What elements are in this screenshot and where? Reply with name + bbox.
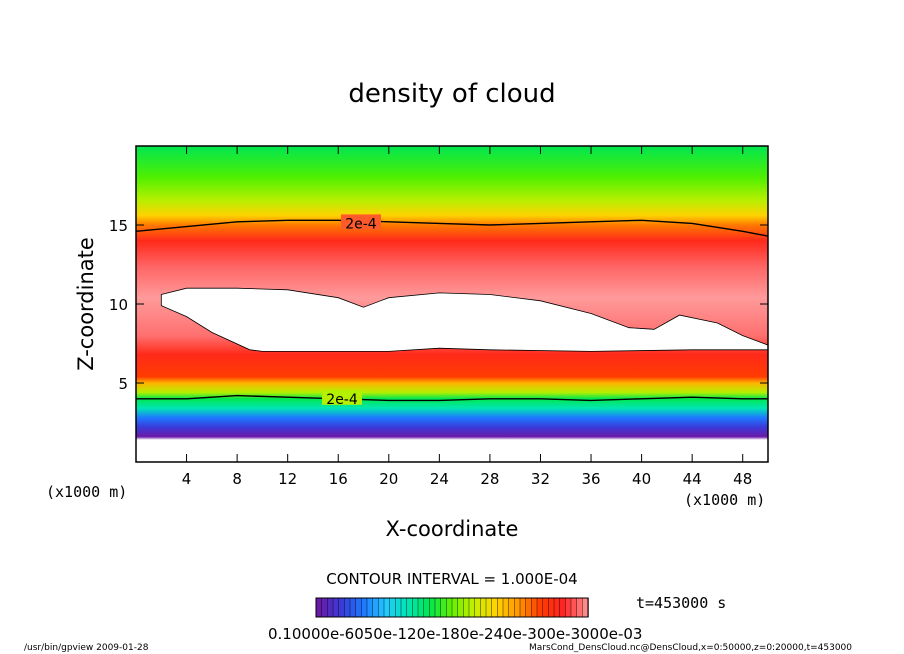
colorbar-frame xyxy=(315,597,589,618)
colorbar-band xyxy=(349,597,357,618)
colorbar-band xyxy=(338,597,346,618)
colorbar-band xyxy=(474,597,482,618)
colorbar-band xyxy=(344,597,351,618)
colorbar-band xyxy=(485,597,493,618)
colorbar-band xyxy=(366,597,374,618)
colorbar-band xyxy=(400,597,408,618)
x-tick-label: 36 xyxy=(581,470,600,488)
colorbar-band xyxy=(451,597,459,618)
x-tick-label: 8 xyxy=(232,470,242,488)
colorbar-band xyxy=(315,597,323,618)
contour-line-lower xyxy=(136,394,768,402)
colorbar-band xyxy=(548,597,555,618)
colorbar-band xyxy=(383,597,391,618)
colorbar-band xyxy=(468,597,476,618)
x-tick-label: 32 xyxy=(531,470,550,488)
colorbar xyxy=(315,597,589,618)
colorbar-band xyxy=(565,597,572,618)
footer-left: /usr/bin/gpview 2009-01-28 xyxy=(24,643,149,653)
x-tick-label: 20 xyxy=(379,470,398,488)
colorbar-band xyxy=(491,597,499,618)
contour-label: 2e-4 xyxy=(345,216,377,232)
colorbar-band xyxy=(542,597,550,618)
colorbar-band xyxy=(389,597,397,618)
colorbar-band xyxy=(395,597,402,618)
contour-label: 2e-4 xyxy=(326,392,358,408)
y-tick-label: 15 xyxy=(109,217,128,235)
colorbar-band xyxy=(355,597,363,618)
colorbar-band xyxy=(519,597,527,618)
x-tick-label: 4 xyxy=(182,470,192,488)
contour-label-bg xyxy=(322,389,363,405)
colorbar-band xyxy=(508,597,516,618)
colorbar-band xyxy=(525,597,533,618)
chart-title: density of cloud xyxy=(348,79,555,109)
colorbar-band xyxy=(536,597,544,618)
contour-label-bg xyxy=(340,214,381,230)
colorbar-band xyxy=(406,597,414,618)
colorbar-band xyxy=(463,597,470,618)
colorbar-band xyxy=(502,597,510,618)
colorbar-band xyxy=(372,597,380,618)
y-tick-label: 10 xyxy=(109,296,128,314)
time-label: t=453000 s xyxy=(636,594,726,612)
colorbar-band xyxy=(332,597,340,618)
y-unit-label: (x1000 m) xyxy=(46,483,127,501)
colorbar-band xyxy=(446,597,453,618)
colorbar-band xyxy=(429,597,436,618)
contour-interval: CONTOUR INTERVAL = 1.000E-04 xyxy=(326,570,577,588)
contour-line-upper xyxy=(136,219,768,237)
y-axis-label: Z-coordinate xyxy=(74,237,98,371)
x-tick-label: 16 xyxy=(329,470,348,488)
x-tick-label: 28 xyxy=(480,470,499,488)
colorbar-labels: 0.10000e-6050e-120e-180e-240e-300e-3000e… xyxy=(268,625,642,643)
colorbar-band xyxy=(434,597,442,618)
colorbar-band xyxy=(559,597,567,618)
x-tick-label: 40 xyxy=(632,470,651,488)
colorbar-band xyxy=(514,597,521,618)
x-tick-label: 12 xyxy=(278,470,297,488)
x-tick-label: 44 xyxy=(683,470,702,488)
colorbar-band xyxy=(576,597,584,618)
footer-right: MarsCond_DensCloud.nc@DensCloud,x=0:5000… xyxy=(529,643,852,653)
colorbar-band xyxy=(417,597,425,618)
colorbar-band xyxy=(440,597,448,618)
colorbar-band xyxy=(480,597,487,618)
colorbar-band xyxy=(378,597,385,618)
colorbar-band xyxy=(457,597,465,618)
x-axis-label: X-coordinate xyxy=(386,517,519,541)
low-density-region xyxy=(160,287,768,352)
x-unit-label: (x1000 m) xyxy=(684,491,765,509)
colorbar-band xyxy=(423,597,431,618)
colorbar-band xyxy=(361,597,368,618)
colorbar-band xyxy=(412,597,419,618)
y-tick-label: 5 xyxy=(118,375,128,393)
x-tick-label: 24 xyxy=(430,470,449,488)
colorbar-band xyxy=(321,597,329,618)
colorbar-band xyxy=(531,597,538,618)
x-tick-label: 48 xyxy=(733,470,752,488)
colorbar-band xyxy=(570,597,578,618)
colorbar-band xyxy=(497,597,504,618)
colorbar-band xyxy=(327,597,334,618)
colorbar-band xyxy=(553,597,561,618)
